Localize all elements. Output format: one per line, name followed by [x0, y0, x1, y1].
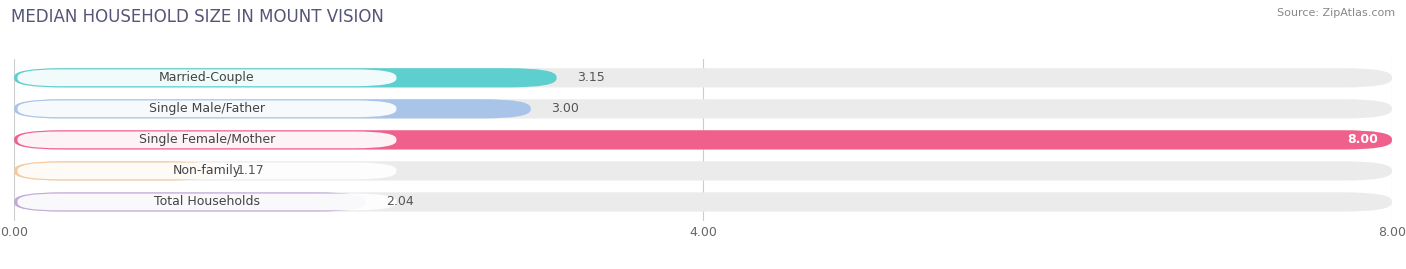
FancyBboxPatch shape [17, 162, 396, 179]
FancyBboxPatch shape [14, 130, 1392, 150]
FancyBboxPatch shape [17, 194, 396, 210]
Text: 8.00: 8.00 [1347, 133, 1378, 146]
Text: 1.17: 1.17 [236, 164, 264, 178]
Text: Married-Couple: Married-Couple [159, 71, 254, 84]
FancyBboxPatch shape [14, 192, 366, 212]
Text: MEDIAN HOUSEHOLD SIZE IN MOUNT VISION: MEDIAN HOUSEHOLD SIZE IN MOUNT VISION [11, 8, 384, 26]
FancyBboxPatch shape [17, 69, 396, 86]
FancyBboxPatch shape [17, 100, 396, 117]
FancyBboxPatch shape [14, 161, 215, 180]
Text: 3.00: 3.00 [551, 102, 579, 115]
FancyBboxPatch shape [14, 161, 1392, 180]
Text: Non-family: Non-family [173, 164, 240, 178]
FancyBboxPatch shape [14, 99, 1392, 118]
FancyBboxPatch shape [14, 68, 557, 87]
Text: 2.04: 2.04 [387, 196, 413, 208]
FancyBboxPatch shape [14, 68, 1392, 87]
Text: Total Households: Total Households [155, 196, 260, 208]
Text: Source: ZipAtlas.com: Source: ZipAtlas.com [1277, 8, 1395, 18]
FancyBboxPatch shape [17, 132, 396, 148]
Text: Single Male/Father: Single Male/Father [149, 102, 264, 115]
FancyBboxPatch shape [14, 130, 1392, 150]
Text: 3.15: 3.15 [578, 71, 605, 84]
FancyBboxPatch shape [14, 99, 531, 118]
Text: Single Female/Mother: Single Female/Mother [139, 133, 276, 146]
FancyBboxPatch shape [14, 192, 1392, 212]
